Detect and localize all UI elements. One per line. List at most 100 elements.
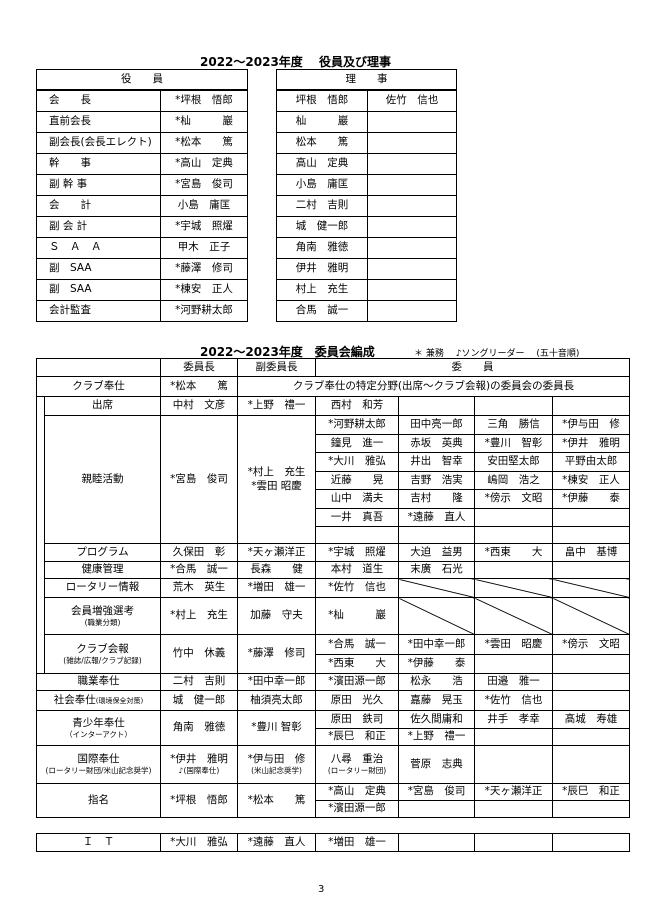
table-row: 城 健一郎 bbox=[276, 216, 457, 238]
officer-name: *棟安 正人 bbox=[160, 279, 248, 301]
officer-name: *宮島 俊司 bbox=[160, 174, 248, 196]
member-note: (ロータリー財団) bbox=[327, 766, 387, 776]
member-cell bbox=[474, 727, 553, 746]
member-cell: 嘉藤 晃玉 bbox=[398, 690, 475, 711]
member-cell bbox=[474, 561, 553, 579]
member-cell: 畠中 基博 bbox=[552, 543, 630, 562]
member-cell: *合馬 誠一 bbox=[315, 634, 399, 655]
committee-label: クラブ会報 (雑誌/広報/クラブ記録) bbox=[44, 634, 161, 674]
officer-role: 副 会 計 bbox=[36, 216, 161, 238]
director-name: 佐竹 信也 bbox=[367, 89, 457, 112]
table-row: *濱田源一郎 bbox=[37, 800, 630, 818]
vice-line: *村上 充生 bbox=[247, 466, 306, 479]
committee-chair: *伊井 雅明 ♪(国際奉仕) bbox=[160, 745, 238, 784]
member-cell bbox=[398, 833, 475, 852]
committee-vice: 加藤 守夫 bbox=[237, 597, 316, 635]
table-row: 副 SAA *棟安 正人 bbox=[36, 279, 248, 301]
table-row: 会計監査 *河野耕太郎 bbox=[36, 300, 248, 322]
member-cell: 末廣 石光 bbox=[398, 561, 475, 579]
officer-role: 幹 事 bbox=[36, 153, 161, 175]
table-row: 幹 事 *高山 定典 bbox=[36, 153, 248, 175]
member-cell bbox=[474, 653, 553, 674]
committee-chair: 二村 吉則 bbox=[160, 673, 238, 691]
committee-name: 職業奉仕 bbox=[77, 675, 120, 688]
committee-label: ロータリー情報 bbox=[44, 578, 161, 598]
committee-vice: *増田 雄一 bbox=[237, 578, 316, 598]
table-row: 会員増強選考 (職業分類) *村上 充生 加藤 守夫 *杣 巖 bbox=[37, 597, 630, 635]
committee-chair: 中村 文彦 bbox=[160, 396, 238, 416]
table-row: 角南 雅徳 bbox=[276, 237, 457, 259]
member-cell: 八尋 重治 (ロータリー財団) bbox=[315, 745, 399, 784]
chair-line: *伊井 雅明 bbox=[170, 753, 228, 766]
table-row: プログラム 久保田 彰 *天ヶ瀬洋正 *宇城 照燿 大迫 益男 *西東 大畠中 基博 bbox=[37, 543, 630, 562]
member-cell: *伊井 雅明 bbox=[552, 433, 630, 453]
officer-name: 甲木 正子 bbox=[160, 237, 248, 259]
table-row: クラブ奉仕 *松本 篤クラブ奉仕の特定分野(出席～クラブ会報)の委員会の委員長 bbox=[36, 376, 630, 397]
director-name: 伊井 雅明 bbox=[276, 258, 368, 280]
member-cell: *豊川 智彰 bbox=[474, 433, 553, 453]
director-name bbox=[367, 258, 457, 280]
committee-vice: *伊与田 修 (米山記念奨学) bbox=[237, 745, 316, 784]
member-cell: *遠藤 直人 bbox=[398, 507, 475, 527]
member-cell: *宮島 俊司 bbox=[398, 783, 475, 801]
committee-name: 親睦活動 bbox=[81, 472, 124, 485]
table-row: *大川 雅弘 井出 智幸 安田堅太郎 平野由太郎 bbox=[37, 452, 630, 472]
director-name: 松本 篤 bbox=[276, 132, 368, 154]
struck-cell bbox=[398, 597, 475, 635]
member-cell bbox=[552, 833, 630, 852]
page-number: 3 bbox=[318, 884, 325, 895]
member-cell: 田中亮一郎 bbox=[398, 415, 475, 435]
member-cell: 近藤 晃 bbox=[315, 470, 399, 490]
group-strip bbox=[36, 396, 45, 674]
member-cell bbox=[398, 396, 475, 416]
committee-label: 青少年奉仕 （インターアクト） bbox=[36, 710, 161, 746]
member-cell: *雲田 昭慶 bbox=[474, 634, 553, 655]
committee-label: 指名 bbox=[36, 783, 161, 818]
director-name: 坪根 悟郎 bbox=[276, 89, 368, 112]
table-row: 会 長 *坪根 悟郎 bbox=[36, 89, 248, 112]
officers-table: 役 員会 長 *坪根 悟郎 直前会長 *杣 巖副会長(会長エレクト) *松本 篤幹 事 *… bbox=[36, 69, 248, 322]
member-cell: *傍示 文昭 bbox=[474, 489, 553, 509]
member-cell: *宇城 照燿 bbox=[315, 543, 399, 562]
table-row: 村上 充生 bbox=[276, 279, 457, 301]
table-row: 副 会 計 *宇城 照燿 bbox=[36, 216, 248, 238]
struck-cell bbox=[474, 597, 553, 635]
struck-cell bbox=[552, 597, 630, 635]
directors-header: 理 事 bbox=[276, 69, 457, 91]
committees-legend: ＊ 兼務 ♪ソングリーダー (五十音順) bbox=[414, 349, 580, 359]
director-name bbox=[367, 153, 457, 175]
member-cell: *伊藤 泰 bbox=[398, 653, 475, 674]
member-cell: *高山 定典 bbox=[315, 783, 399, 801]
table-row: *辰巳 和正 *上野 禮一 bbox=[37, 727, 630, 746]
member-cell bbox=[552, 507, 630, 527]
header-members: 委 員 bbox=[315, 358, 630, 377]
committee-label: 国際奉仕 (ロータリー財団/米山記念奨学) bbox=[36, 745, 161, 784]
member-cell bbox=[474, 396, 553, 416]
table-row: Ｉ Ｔ *大川 雅弘 *遠藤 直人 *増田 雄一 bbox=[36, 833, 630, 852]
committee-label: 健康管理 bbox=[44, 561, 161, 579]
committee-label: 会員増強選考 (職業分類) bbox=[44, 597, 161, 635]
committee-vice: 長森 健 bbox=[237, 561, 316, 579]
it-committee-table: Ｉ Ｔ *大川 雅弘 *遠藤 直人 *増田 雄一 bbox=[36, 833, 630, 852]
table-row: Ｓ Ａ Ａ 甲木 正子 bbox=[36, 237, 248, 259]
member-cell: *濱田源一郎 bbox=[315, 800, 399, 818]
table-row: 社会奉仕(環境保全対策) 城 健一郎 柚須亮太郎 原田 光久 嘉藤 晃玉 *佐竹 信也 bbox=[36, 690, 630, 711]
member-cell: 鐘見 進一 bbox=[315, 433, 399, 453]
member-cell bbox=[398, 800, 475, 818]
table-row: 副 幹 事 *宮島 俊司 bbox=[36, 174, 248, 196]
officer-name: *松本 篤 bbox=[160, 132, 248, 154]
table-row: 指名 *坪根 悟郎 *松本 篤 *高山 定典 *宮島 俊司 *天ヶ瀬洋正 *辰巳 和正 bbox=[36, 783, 630, 818]
committee-chair: *坪根 悟郎 bbox=[160, 783, 238, 818]
struck-cell bbox=[552, 578, 630, 598]
member-cell bbox=[315, 526, 399, 544]
member-cell: *河野耕太郎 bbox=[315, 415, 399, 435]
member-cell: *伊藤 泰 bbox=[552, 489, 630, 509]
header-vice: 副委員長 bbox=[237, 358, 316, 377]
officers-title: 2022～2023年度 役員及び理事 bbox=[200, 55, 391, 69]
member-cell bbox=[552, 800, 630, 818]
committee-vice: *村上 充生 *雲田 昭慶 bbox=[237, 415, 316, 544]
member-cell: 三角 勝信 bbox=[474, 415, 553, 435]
committee-name: 青少年奉仕 bbox=[72, 716, 125, 729]
member-cell: *辰巳 和正 bbox=[315, 727, 399, 746]
committee-name: 健康管理 bbox=[81, 563, 124, 576]
